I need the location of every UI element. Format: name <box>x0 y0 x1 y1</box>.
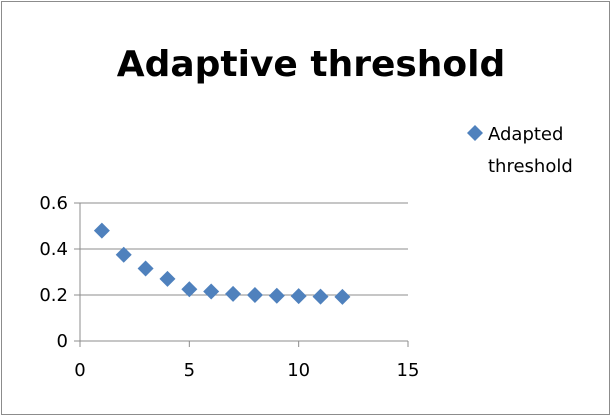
y-tick-label: 0.2 <box>39 285 68 306</box>
data-point <box>290 288 307 305</box>
x-tick-labels: 0 5 10 15 <box>74 360 419 381</box>
x-tick-label: 0 <box>74 360 85 381</box>
grid-lines <box>80 202 408 296</box>
axes <box>74 202 409 347</box>
x-tick-label: 15 <box>397 360 420 381</box>
data-point <box>203 283 220 300</box>
legend-label-line-1: Adapted <box>488 124 563 145</box>
y-tick-label: 0.6 <box>39 193 68 214</box>
data-point <box>225 285 242 302</box>
x-tick-label: 5 <box>184 360 195 381</box>
legend-marker-diamond-icon <box>467 125 483 141</box>
data-point <box>115 246 132 263</box>
x-tick-label: 10 <box>287 360 310 381</box>
legend-label-line-2: threshold <box>488 156 573 177</box>
y-tick-label: 0.4 <box>39 239 68 260</box>
y-tick-label: 0 <box>57 331 68 352</box>
data-point <box>334 288 351 305</box>
data-points <box>93 222 351 305</box>
y-tick-labels: 0 0.2 0.4 0.6 <box>39 193 68 352</box>
legend: Adapted threshold <box>467 124 573 177</box>
data-point <box>312 288 329 305</box>
data-point <box>93 222 110 239</box>
data-point <box>268 287 285 304</box>
data-point <box>181 281 198 298</box>
data-point <box>137 260 154 277</box>
data-point <box>159 270 176 287</box>
data-point <box>246 287 263 303</box>
chart-title: Adaptive threshold <box>117 44 506 85</box>
